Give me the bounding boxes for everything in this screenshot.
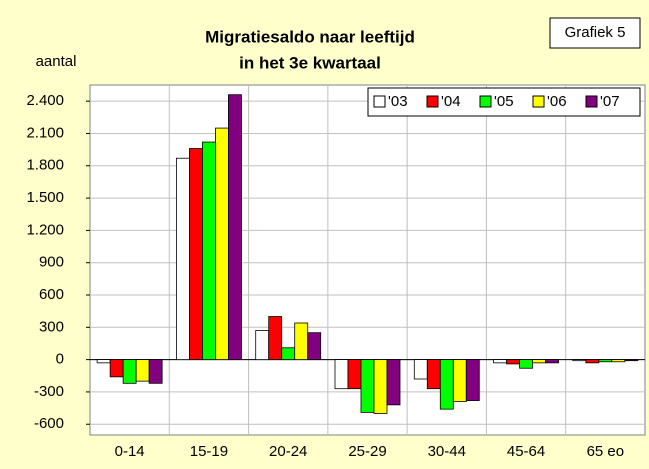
legend-swatch	[479, 95, 492, 108]
bar	[413, 359, 428, 380]
bar	[189, 148, 203, 361]
bar	[611, 359, 626, 363]
bar	[294, 322, 309, 361]
x-tick-label: 45-64	[507, 443, 545, 460]
y-tick-label: 900	[39, 254, 64, 271]
bar	[135, 359, 150, 382]
bar	[624, 359, 639, 362]
chart-title: Migratiesaldo naar leeftijd	[205, 27, 415, 46]
bar	[426, 359, 441, 390]
bar	[373, 359, 388, 414]
chart-title: in het 3e kwartaal	[239, 53, 381, 72]
bar	[519, 359, 533, 369]
y-tick-label: -600	[34, 415, 64, 432]
annotation: Grafiek 5	[565, 24, 626, 41]
y-tick-label: 2.100	[26, 124, 64, 141]
y-axis-label: aantal	[36, 53, 77, 70]
bar	[202, 141, 216, 361]
legend-swatch	[373, 95, 386, 108]
bar	[439, 359, 454, 410]
x-tick-label: 0-14	[115, 443, 145, 460]
bar	[386, 359, 401, 406]
bar	[493, 359, 507, 364]
legend-swatch	[532, 95, 545, 108]
y-tick-label: 1.800	[26, 157, 64, 174]
bar	[96, 359, 111, 364]
y-tick-label: 2.400	[26, 92, 64, 109]
legend-swatch	[426, 95, 439, 108]
bar	[465, 359, 480, 401]
bar	[228, 94, 242, 361]
legend-label: '04	[441, 93, 461, 110]
bar	[122, 359, 137, 384]
x-tick-label: 65 eo	[587, 443, 625, 460]
bar	[572, 359, 587, 362]
bar	[360, 359, 375, 413]
x-tick-label: 20-24	[269, 443, 307, 460]
bar	[452, 359, 467, 403]
bar	[215, 127, 229, 361]
legend-label: '05	[494, 93, 514, 110]
bar	[281, 347, 296, 361]
bar	[148, 359, 163, 384]
y-tick-label: -300	[34, 383, 64, 400]
bar	[545, 359, 559, 364]
bar	[532, 359, 546, 364]
y-tick-label: 0	[56, 351, 64, 368]
bar	[109, 359, 124, 378]
x-tick-label: 15-19	[190, 443, 228, 460]
y-tick-label: 1.500	[26, 189, 64, 206]
bar	[176, 157, 190, 361]
bar	[307, 332, 322, 361]
y-tick-label: 300	[39, 318, 64, 335]
annotation-box	[549, 17, 641, 49]
y-tick-label: 1.200	[26, 221, 64, 238]
x-tick-label: 25-29	[348, 443, 386, 460]
x-tick-label: 30-44	[428, 443, 466, 460]
legend-label: '06	[547, 93, 567, 110]
y-tick-label: 600	[39, 286, 64, 303]
bar	[347, 359, 362, 390]
legend-label: '07	[600, 93, 620, 110]
bar	[585, 359, 600, 364]
bar	[268, 316, 283, 361]
bar	[334, 359, 349, 390]
bar	[598, 359, 613, 363]
bar	[506, 359, 520, 365]
legend-label: '03	[388, 93, 408, 110]
bar	[255, 330, 270, 361]
legend-swatch	[585, 95, 598, 108]
